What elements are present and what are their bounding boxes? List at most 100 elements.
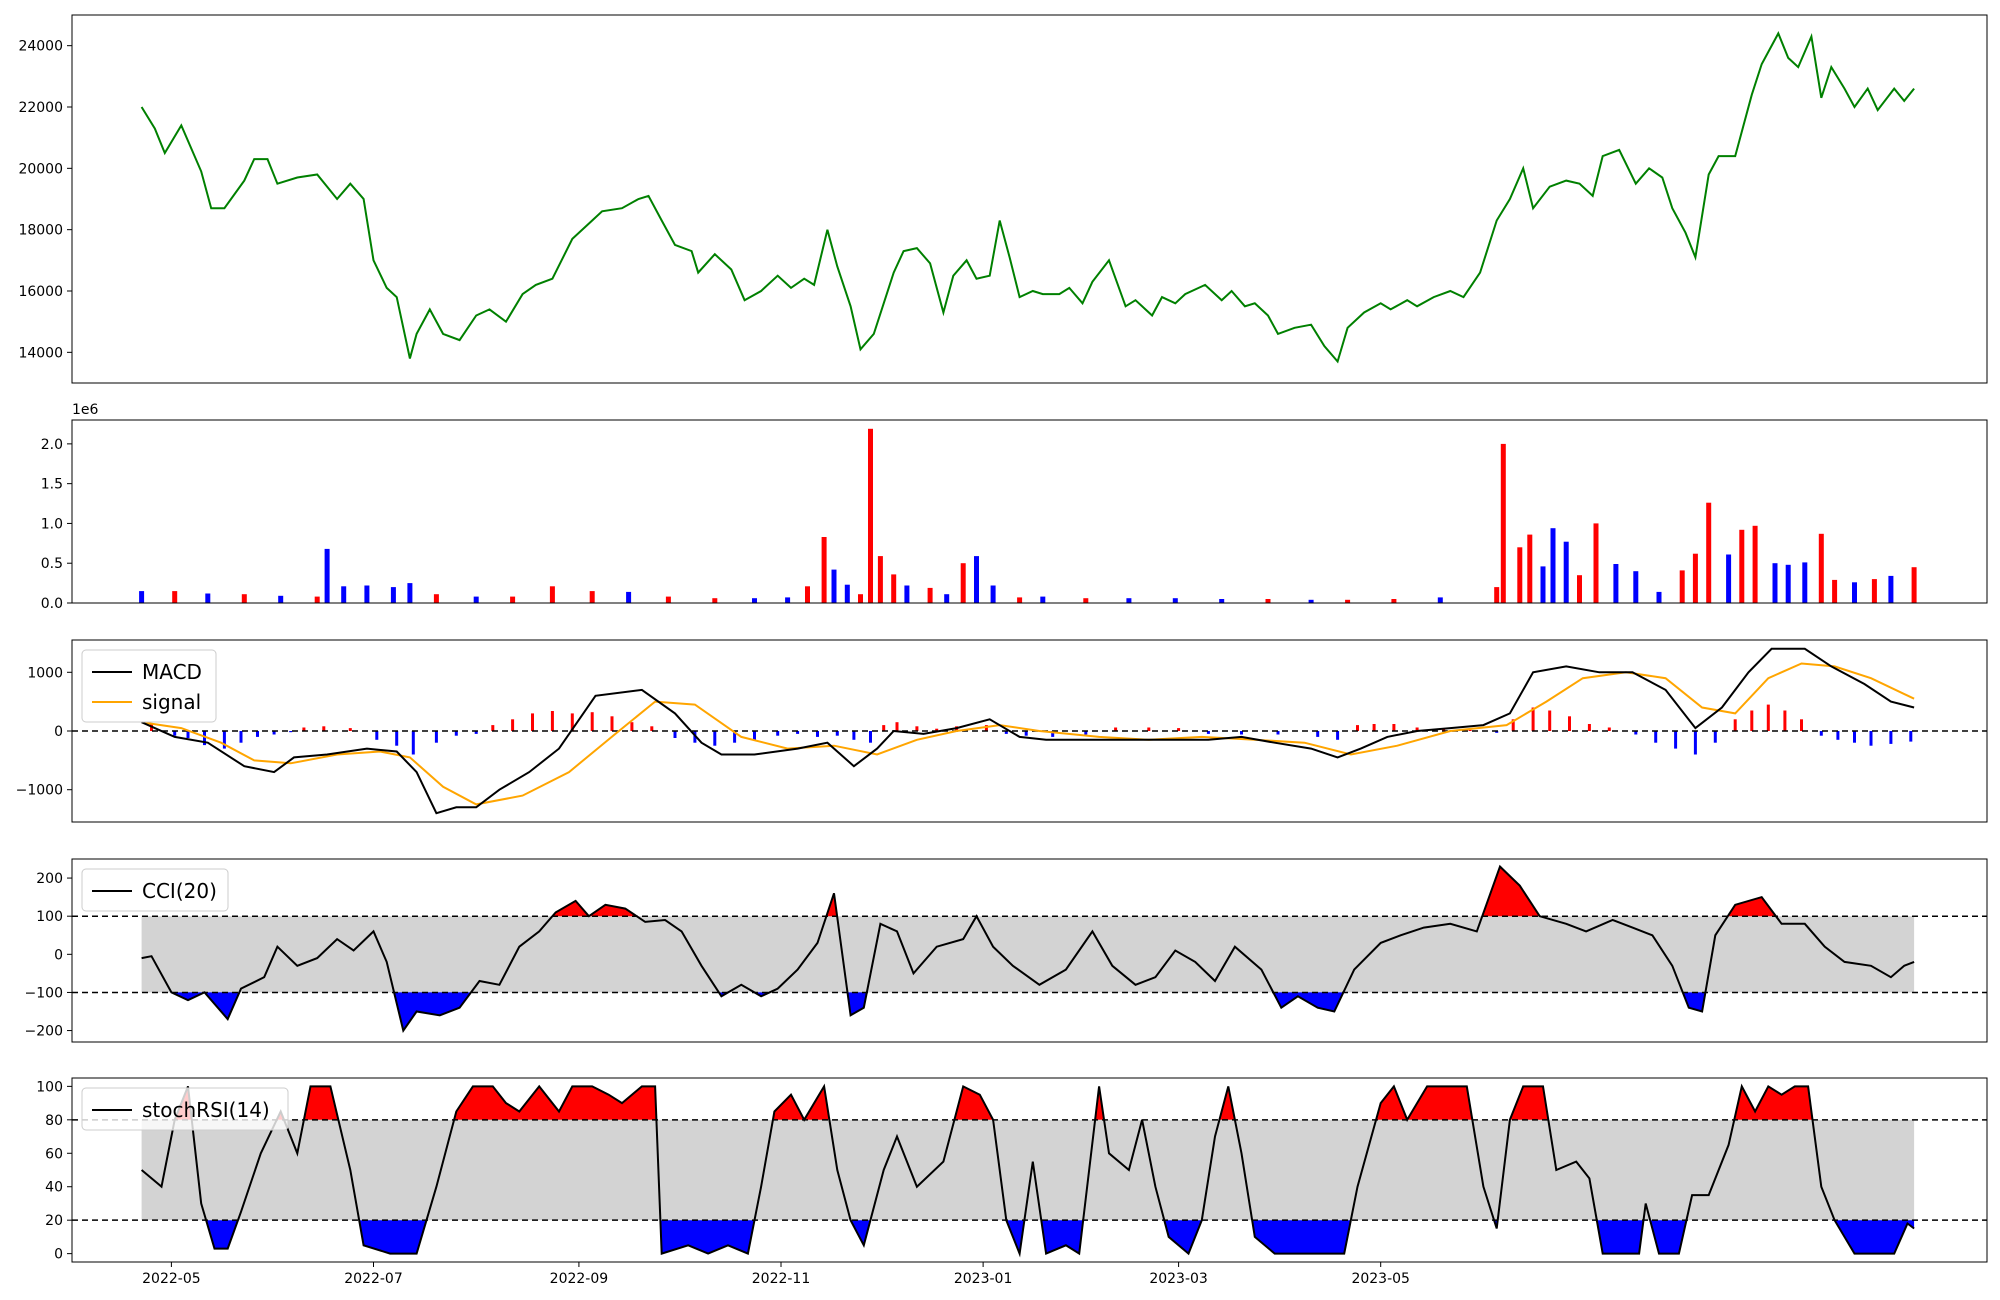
macd-hist-bar bbox=[474, 731, 478, 734]
macd-hist-bar bbox=[1733, 719, 1737, 731]
legend-label: MACD bbox=[142, 660, 202, 684]
macd-hist-bar bbox=[630, 722, 634, 731]
macd-hist-bar bbox=[375, 731, 379, 740]
volume-bars bbox=[139, 428, 1917, 603]
y-tick-label: 0 bbox=[54, 724, 63, 740]
macd-hist-bar bbox=[650, 726, 654, 731]
macd-hist-bar bbox=[590, 712, 594, 731]
x-tick-label: 2023-03 bbox=[1149, 1271, 1208, 1287]
volume-bar bbox=[510, 596, 516, 603]
macd-hist-bar bbox=[531, 713, 534, 731]
macd-hist-bar bbox=[1084, 731, 1088, 735]
macd-hist-bar bbox=[1607, 727, 1611, 731]
volume-bar bbox=[831, 569, 837, 603]
volume-bar bbox=[626, 591, 632, 603]
x-tick-label: 2022-11 bbox=[752, 1271, 811, 1287]
y-tick-label: 200 bbox=[36, 871, 63, 887]
macd-hist-bar bbox=[915, 726, 919, 731]
macd-axis: −1000 0 1000 bbox=[16, 665, 72, 799]
volume-bar bbox=[960, 563, 966, 603]
volume-bar bbox=[1017, 597, 1023, 603]
macd-hist-bar bbox=[186, 731, 190, 738]
volume-bar bbox=[1540, 566, 1546, 603]
stochrsi-overbought-fill bbox=[1095, 1086, 1104, 1120]
macd-hist-bar bbox=[1819, 731, 1823, 736]
macd-hist-bar bbox=[1336, 731, 1340, 740]
volume-bar bbox=[324, 548, 330, 603]
volume-bar bbox=[904, 585, 910, 603]
volume-bar bbox=[278, 595, 284, 603]
macd-hist-bar bbox=[713, 731, 717, 746]
macd-hist-bar bbox=[322, 726, 326, 731]
volume-bar bbox=[665, 596, 671, 603]
volume-bar bbox=[785, 597, 791, 603]
macd-hist-bar bbox=[869, 731, 872, 743]
volume-offset-label: 1e6 bbox=[72, 402, 99, 418]
y-tick-label: 80 bbox=[45, 1113, 63, 1129]
y-tick-label: 60 bbox=[45, 1146, 63, 1162]
volume-bar bbox=[844, 584, 850, 603]
y-tick-label: 16000 bbox=[18, 284, 63, 300]
macd-hist-bar bbox=[1316, 731, 1320, 737]
volume-bar bbox=[1726, 554, 1732, 603]
macd-hist-bar bbox=[1548, 710, 1552, 731]
macd-hist-bar bbox=[1511, 719, 1515, 731]
volume-bar bbox=[1040, 596, 1046, 603]
price-frame bbox=[71, 14, 1988, 384]
macd-hist-bar bbox=[434, 731, 438, 743]
legend-label: CCI(20) bbox=[142, 879, 217, 903]
stochrsi-oversold-fill bbox=[1252, 1220, 1351, 1254]
volume-bar bbox=[1706, 502, 1712, 603]
macd-hist-bar bbox=[1800, 719, 1803, 731]
volume-bar bbox=[1345, 599, 1351, 603]
stochrsi-frame bbox=[71, 1077, 1988, 1263]
volume-bar bbox=[1126, 598, 1132, 603]
macd-legend: MACD signal bbox=[81, 649, 217, 723]
y-tick-label: 14000 bbox=[18, 345, 63, 361]
macd-hist-bar bbox=[1372, 724, 1376, 731]
stochrsi-overbought-fill bbox=[1376, 1086, 1473, 1120]
volume-bar bbox=[944, 594, 950, 603]
macd-hist-bar bbox=[1276, 731, 1280, 735]
volume-bar bbox=[1577, 575, 1582, 603]
macd-hist-bar bbox=[1634, 731, 1638, 735]
stochrsi-fills bbox=[174, 1086, 1915, 1254]
volume-bar bbox=[1679, 570, 1685, 603]
macd-hist-bar bbox=[1713, 731, 1717, 743]
volume-bar bbox=[1265, 599, 1271, 603]
volume-bar bbox=[549, 586, 555, 603]
y-tick-label: 0 bbox=[54, 1247, 63, 1263]
volume-bar bbox=[1656, 591, 1662, 603]
legend-box bbox=[81, 1087, 289, 1131]
volume-bar bbox=[858, 594, 863, 603]
volume-bar bbox=[990, 585, 996, 603]
legend-box bbox=[81, 649, 217, 723]
volume-bar bbox=[821, 537, 827, 603]
volume-bar bbox=[341, 586, 347, 603]
y-tick-label: −200 bbox=[25, 1024, 63, 1040]
stochrsi-oversold-fill bbox=[359, 1220, 427, 1254]
stochrsi-oversold-fill bbox=[850, 1220, 871, 1246]
y-tick-label: 20 bbox=[45, 1213, 63, 1229]
macd-hist-bar bbox=[1024, 731, 1028, 736]
macd-hist-bar bbox=[733, 731, 737, 743]
x-axis: 2022-05 2022-07 2022-09 2022-11 2023-01 2023-… bbox=[142, 1262, 1410, 1287]
macd-hist-bar bbox=[1869, 731, 1873, 746]
volume-bar bbox=[1818, 533, 1824, 603]
x-tick-label: 2022-09 bbox=[550, 1271, 609, 1287]
stochrsi-overbought-fill bbox=[303, 1086, 339, 1120]
macd-hist-bar bbox=[1495, 731, 1499, 733]
volume-bar bbox=[1633, 571, 1639, 603]
y-tick-label: 0.0 bbox=[41, 596, 63, 612]
macd-hist-bar bbox=[882, 725, 886, 731]
volume-bar bbox=[473, 596, 479, 603]
y-tick-label: 0.5 bbox=[41, 556, 63, 572]
macd-hist-bar bbox=[256, 731, 259, 737]
stochrsi-oversold-fill bbox=[1164, 1220, 1202, 1254]
stochrsi-legend: stochRSI(14) bbox=[81, 1087, 289, 1131]
macd-hist-bar bbox=[395, 731, 399, 746]
macd-hist-bar bbox=[289, 731, 293, 733]
macd-hist-bar bbox=[302, 727, 306, 731]
volume-bar bbox=[1832, 579, 1838, 603]
stochrsi-axis: 0 20 40 60 80 100 bbox=[36, 1079, 72, 1263]
